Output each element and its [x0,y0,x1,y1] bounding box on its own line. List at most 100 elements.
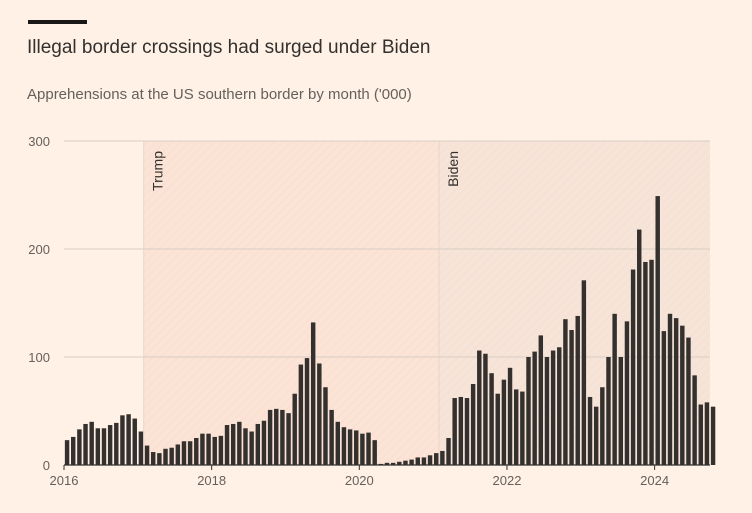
bar [544,357,550,465]
bar [181,441,187,465]
bar [249,431,254,465]
bar [649,259,654,465]
x-tick-label-2020: 2020 [345,473,374,488]
bar [298,364,304,465]
bar [600,387,605,465]
bar [581,280,587,465]
y-tick-label-300: 300 [28,134,50,149]
bar [206,433,211,465]
bar [101,428,107,465]
bar [323,387,328,465]
bar [261,420,267,465]
bar [452,398,457,465]
top-rule [28,20,87,24]
bar [513,389,519,465]
bar [224,425,230,465]
bar [372,440,377,465]
bar [575,315,580,465]
bar [64,440,70,465]
bar [169,447,174,465]
bar [403,460,408,465]
bar [200,433,205,465]
bar [286,413,291,465]
y-tick-label-200: 200 [28,242,50,257]
bar [507,367,513,465]
bar [526,357,531,465]
bar [630,269,636,465]
bar [409,459,414,465]
bar [489,373,494,465]
bar [667,313,673,465]
bar [421,457,427,465]
bar [347,429,353,465]
bar [698,404,703,465]
bar [95,428,101,465]
period-hatch-trump [143,141,440,465]
bar [470,384,476,465]
bar [637,229,642,465]
bar [187,441,193,465]
bar [587,396,593,465]
bar [163,448,168,465]
bar [89,421,94,465]
bar [692,375,697,465]
bar [661,331,667,465]
bar [317,363,322,465]
bar [230,423,236,465]
bar [680,325,685,465]
bar [532,351,537,465]
bar [618,357,624,465]
bar [710,406,716,465]
bar [483,353,488,465]
x-tick-label-2022: 2022 [493,473,522,488]
bar [77,429,82,465]
bar [354,430,359,465]
bar [655,196,660,465]
bar [434,453,439,465]
bar [107,425,113,465]
bar [563,319,568,465]
bar [538,335,544,465]
bar [292,393,297,465]
bar [464,398,470,465]
bar [360,433,365,465]
bar [274,408,279,465]
bar [255,423,261,465]
chart-subtitle: Apprehensions at the US southern border … [27,86,412,103]
bar [477,350,482,465]
bar [440,450,445,465]
bar [237,421,242,465]
x-tick-label-2024: 2024 [640,473,669,488]
bar [335,421,340,465]
bar [114,422,119,465]
bar [427,455,433,465]
bar [267,409,273,465]
bar [83,423,88,465]
bar [550,350,556,465]
bar [397,461,402,465]
bar [280,409,285,465]
period-label-trump: Trump [150,151,166,191]
bar [212,436,217,465]
bar [673,318,679,465]
bar [329,409,334,465]
y-tick-label-100: 100 [28,350,50,365]
bar [304,358,310,465]
y-tick-label-0: 0 [43,458,50,473]
period-label-biden: Biden [445,151,461,187]
bar [643,261,648,465]
bar [310,322,316,465]
bar [624,321,630,465]
bar [704,402,710,465]
bar [501,379,507,465]
bar [686,337,691,465]
x-tick-label-2018: 2018 [197,473,226,488]
bar [194,438,199,465]
bar [132,418,137,465]
bar [495,393,500,465]
bar [366,432,371,465]
bar [446,438,451,465]
bar [606,357,611,465]
bar [612,313,617,465]
